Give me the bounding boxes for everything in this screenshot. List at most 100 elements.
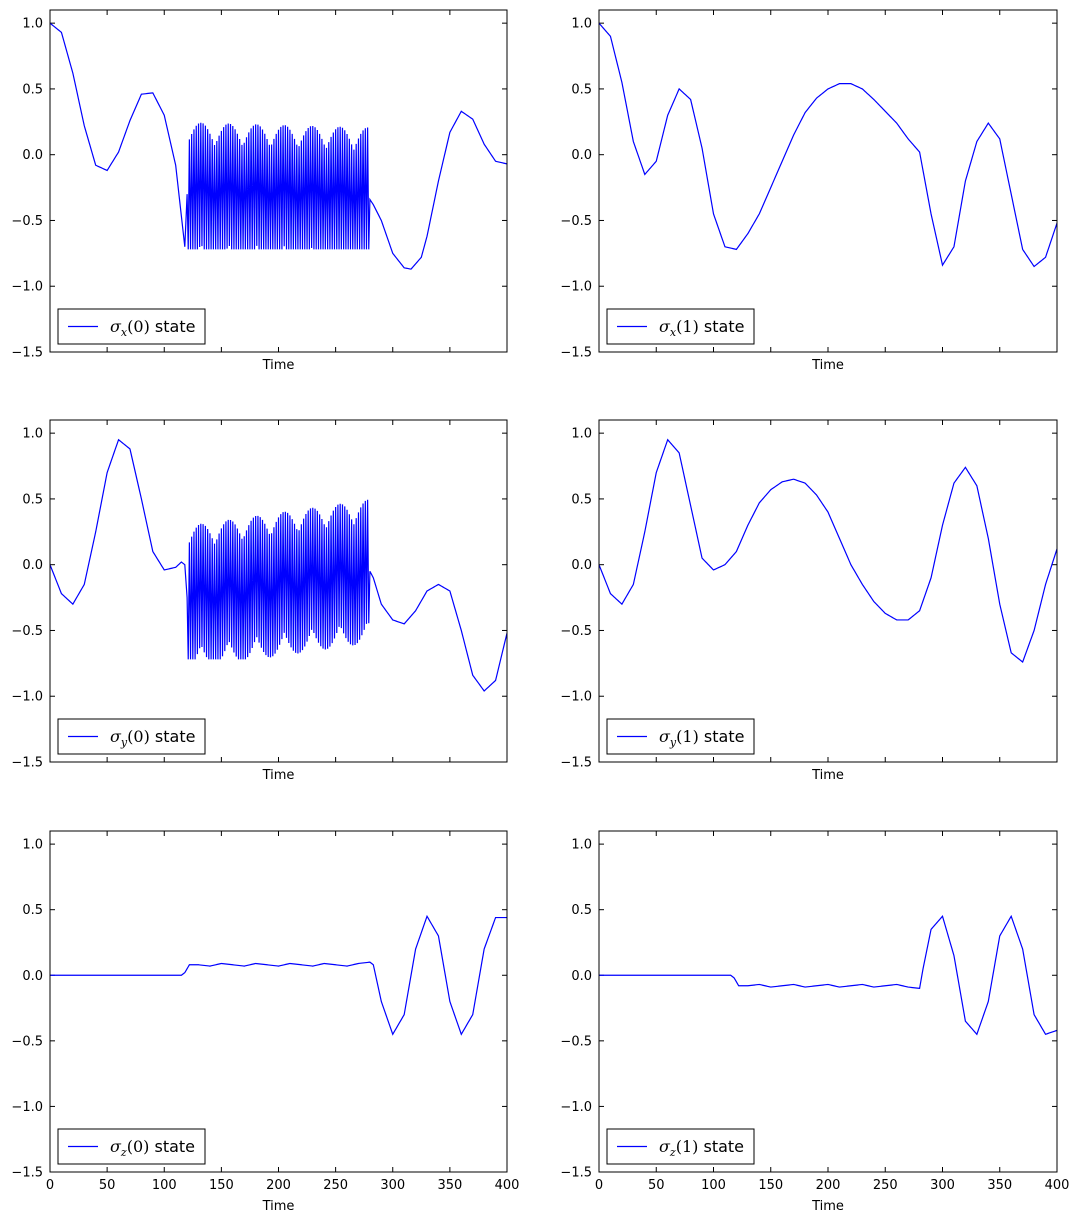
x-tick-label: 50 <box>99 1178 116 1193</box>
legend-arg: (0) <box>127 727 150 746</box>
legend: σz(0) state <box>57 1128 206 1165</box>
legend-subscript: z <box>120 1146 127 1159</box>
subplot-1: −1.5 −1.0 −0.5 0.0 0.5 1.0 Time σx(0) state <box>11 9 508 373</box>
series-line <box>599 22 1057 268</box>
legend-arg: (0) <box>127 317 150 336</box>
y-tick-label: 0.5 <box>571 492 592 507</box>
legend-arg: (1) <box>676 727 699 746</box>
y-tick-label: 1.0 <box>22 838 43 853</box>
y-tick-label: 1.0 <box>22 17 43 32</box>
legend: σz(1) state <box>606 1128 755 1165</box>
x-tick-label: 300 <box>380 1178 405 1193</box>
y-tick-label: −1.5 <box>560 346 592 361</box>
x-tick-label: 400 <box>495 1178 520 1193</box>
x-tick-label: 400 <box>1045 1178 1070 1193</box>
y-tick-label: −0.5 <box>11 624 43 639</box>
x-tick-label: 50 <box>648 1178 665 1193</box>
x-axis-label: Time <box>262 768 295 783</box>
legend: σx(1) state <box>606 308 755 345</box>
legend-suffix: state <box>699 317 745 336</box>
y-tick-label: 1.0 <box>22 427 43 442</box>
y-tick-label: 0.5 <box>22 82 43 97</box>
x-tick-label: 200 <box>266 1178 291 1193</box>
legend-symbol: σ <box>110 1137 122 1156</box>
y-tick-label: −0.5 <box>11 214 43 229</box>
legend-suffix: state <box>150 727 196 746</box>
x-tick-label: 250 <box>873 1178 898 1193</box>
legend-arg: (1) <box>676 317 699 336</box>
axes-frame <box>49 830 508 1173</box>
subplot-5: −1.5 −1.0 −0.5 0.0 0.5 1.0 0 50 100 150 200 250 300 3… <box>11 830 520 1214</box>
x-tick-label: 0 <box>46 1178 54 1193</box>
subplot-6: −1.5 −1.0 −0.5 0.0 0.5 1.0 0 50 100 150 200 250 300 3… <box>560 830 1070 1214</box>
y-tick-label: −1.5 <box>560 756 592 771</box>
series-line <box>50 914 507 1036</box>
legend-label: σz(0) state <box>110 1137 195 1159</box>
y-tick-label: 0.5 <box>22 903 43 918</box>
y-tick-label: 0.0 <box>22 558 43 573</box>
axes-frame <box>598 9 1058 353</box>
legend-symbol: σ <box>110 727 122 746</box>
legend-label: σy(1) state <box>659 727 744 749</box>
x-tick-label: 0 <box>595 1178 603 1193</box>
series-line <box>50 22 507 270</box>
x-tick-label: 100 <box>152 1178 177 1193</box>
series-line <box>599 914 1057 1036</box>
x-axis-label: Time <box>262 358 295 373</box>
legend-label: σx(1) state <box>659 317 744 339</box>
y-tick-label: 0.5 <box>571 903 592 918</box>
legend-arg: (0) <box>127 1137 150 1156</box>
y-tick-label: 1.0 <box>571 17 592 32</box>
y-tick-label: −0.5 <box>560 624 592 639</box>
legend-subscript: x <box>121 326 128 339</box>
y-tick-label: −0.5 <box>560 214 592 229</box>
y-tick-label: 0.5 <box>571 82 592 97</box>
x-tick-label: 150 <box>758 1178 783 1193</box>
y-tick-label: 0.0 <box>22 969 43 984</box>
axes-frame <box>49 9 508 353</box>
legend: σx(0) state <box>57 308 206 345</box>
y-tick-label: −1.0 <box>560 280 592 295</box>
x-axis-label: Time <box>811 1199 844 1214</box>
x-tick-label: 250 <box>323 1178 348 1193</box>
subplot-3: −1.5 −1.0 −0.5 0.0 0.5 1.0 Time σy(0) state <box>11 419 508 783</box>
x-tick-label: 300 <box>930 1178 955 1193</box>
y-tick-label: 0.0 <box>571 558 592 573</box>
axes-frame <box>598 830 1058 1173</box>
legend-subscript: y <box>669 736 677 749</box>
y-tick-label: 0.0 <box>571 969 592 984</box>
y-tick-label: −1.0 <box>560 1100 592 1115</box>
legend-suffix: state <box>149 1137 195 1156</box>
x-axis-label: Time <box>262 1199 295 1214</box>
y-tick-label: −1.5 <box>11 346 43 361</box>
y-tick-label: 0.0 <box>571 148 592 163</box>
x-tick-label: 200 <box>816 1178 841 1193</box>
legend-subscript: y <box>120 736 128 749</box>
subplot-4: −1.5 −1.0 −0.5 0.0 0.5 1.0 Time σy(1) state <box>560 419 1058 783</box>
legend-symbol: σ <box>659 317 671 336</box>
legend-label: σz(1) state <box>659 1137 744 1159</box>
y-tick-label: −1.0 <box>11 690 43 705</box>
legend-symbol: σ <box>659 727 671 746</box>
series-line <box>599 438 1057 664</box>
y-tick-label: 1.0 <box>571 427 592 442</box>
x-axis-label: Time <box>811 768 844 783</box>
x-tick-label: 100 <box>701 1178 726 1193</box>
legend-suffix: state <box>699 727 745 746</box>
axes-frame <box>49 419 508 763</box>
legend: σy(0) state <box>57 718 206 755</box>
y-tick-label: 0.0 <box>22 148 43 163</box>
legend-box <box>57 1128 206 1165</box>
y-tick-label: −0.5 <box>11 1034 43 1049</box>
legend-arg: (1) <box>676 1137 699 1156</box>
y-tick-label: 1.0 <box>571 838 592 853</box>
series-line <box>50 438 507 692</box>
y-tick-label: −1.0 <box>11 280 43 295</box>
y-tick-label: −1.5 <box>560 1166 592 1181</box>
subplot-2: −1.5 −1.0 −0.5 0.0 0.5 1.0 Time σx(1) state <box>560 9 1058 373</box>
legend-subscript: z <box>669 1146 676 1159</box>
x-tick-label: 350 <box>987 1178 1012 1193</box>
y-tick-label: −0.5 <box>560 1034 592 1049</box>
legend-suffix: state <box>698 1137 744 1156</box>
